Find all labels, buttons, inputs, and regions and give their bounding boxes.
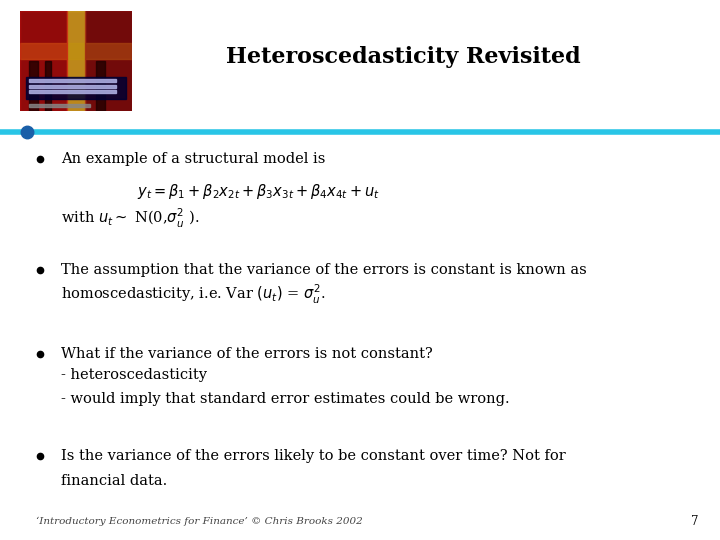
Bar xyxy=(67,11,85,111)
Text: Is the variance of the errors likely to be constant over time? Not for: Is the variance of the errors likely to … xyxy=(61,449,566,463)
Text: $y_t = \beta_1 + \beta_2 x_{2t} + \beta_3 x_{3t} + \beta_4 x_{4t} + u_t$: $y_t = \beta_1 + \beta_2 x_{2t} + \beta_… xyxy=(137,182,379,201)
Text: - heteroscedasticity: - heteroscedasticity xyxy=(61,368,207,382)
Text: An example of a structural model is: An example of a structural model is xyxy=(61,152,325,166)
Bar xyxy=(20,43,132,59)
Bar xyxy=(29,90,116,93)
Bar xyxy=(85,11,132,111)
Text: ‘Introductory Econometrics for Finance’ © Chris Brooks 2002: ‘Introductory Econometrics for Finance’ … xyxy=(36,516,363,526)
Bar xyxy=(29,85,116,87)
Text: financial data.: financial data. xyxy=(61,474,168,488)
Text: What if the variance of the errors is not constant?: What if the variance of the errors is no… xyxy=(61,347,433,361)
Text: 7: 7 xyxy=(691,515,698,528)
Bar xyxy=(96,60,105,111)
Text: The assumption that the variance of the errors is constant is known as: The assumption that the variance of the … xyxy=(61,263,587,277)
Bar xyxy=(29,60,38,111)
Bar xyxy=(29,79,116,82)
Text: homoscedasticity, i.e. Var $(u_t)$ = $\sigma_u^2$.: homoscedasticity, i.e. Var $(u_t)$ = $\s… xyxy=(61,283,326,306)
Text: with $u_t \sim$ N(0,$\sigma_u^2$ ).: with $u_t \sim$ N(0,$\sigma_u^2$ ). xyxy=(61,207,199,230)
Bar xyxy=(29,104,91,107)
Bar xyxy=(26,77,126,99)
Bar xyxy=(20,11,67,111)
Text: Heteroscedasticity Revisited: Heteroscedasticity Revisited xyxy=(226,46,580,68)
Text: - would imply that standard error estimates could be wrong.: - would imply that standard error estima… xyxy=(61,392,510,406)
Bar xyxy=(45,60,51,111)
